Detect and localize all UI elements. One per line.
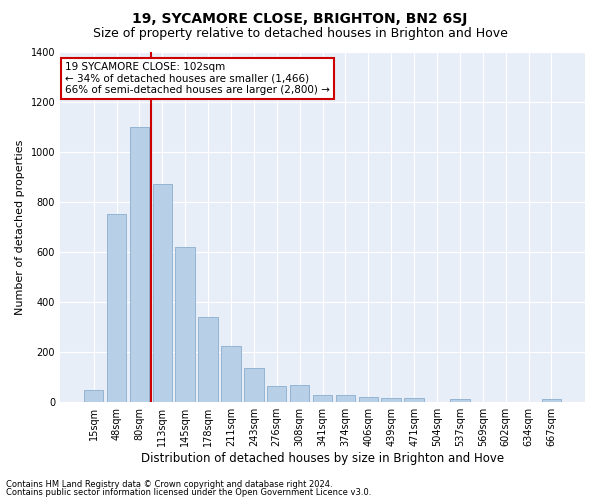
Text: Contains public sector information licensed under the Open Government Licence v3: Contains public sector information licen… [6, 488, 371, 497]
Bar [130, 126, 149, 402]
Bar [382, 398, 401, 402]
Text: Contains HM Land Registry data © Crown copyright and database right 2024.: Contains HM Land Registry data © Crown c… [6, 480, 332, 489]
Bar [335, 394, 355, 402]
Text: Size of property relative to detached houses in Brighton and Hove: Size of property relative to detached ho… [92, 28, 508, 40]
X-axis label: Distribution of detached houses by size in Brighton and Hove: Distribution of detached houses by size … [141, 452, 504, 465]
Bar [313, 394, 332, 402]
Text: 19, SYCAMORE CLOSE, BRIGHTON, BN2 6SJ: 19, SYCAMORE CLOSE, BRIGHTON, BN2 6SJ [133, 12, 467, 26]
Y-axis label: Number of detached properties: Number of detached properties [15, 139, 25, 314]
Bar [199, 317, 218, 402]
Bar [359, 396, 378, 402]
Bar [404, 398, 424, 402]
Bar [221, 346, 241, 402]
Bar [107, 214, 126, 402]
Bar [244, 368, 263, 402]
Bar [450, 399, 470, 402]
Bar [542, 399, 561, 402]
Bar [175, 247, 195, 402]
Text: 19 SYCAMORE CLOSE: 102sqm
← 34% of detached houses are smaller (1,466)
66% of se: 19 SYCAMORE CLOSE: 102sqm ← 34% of detac… [65, 62, 330, 95]
Bar [152, 184, 172, 402]
Bar [84, 390, 103, 402]
Bar [290, 384, 310, 402]
Bar [267, 386, 286, 402]
